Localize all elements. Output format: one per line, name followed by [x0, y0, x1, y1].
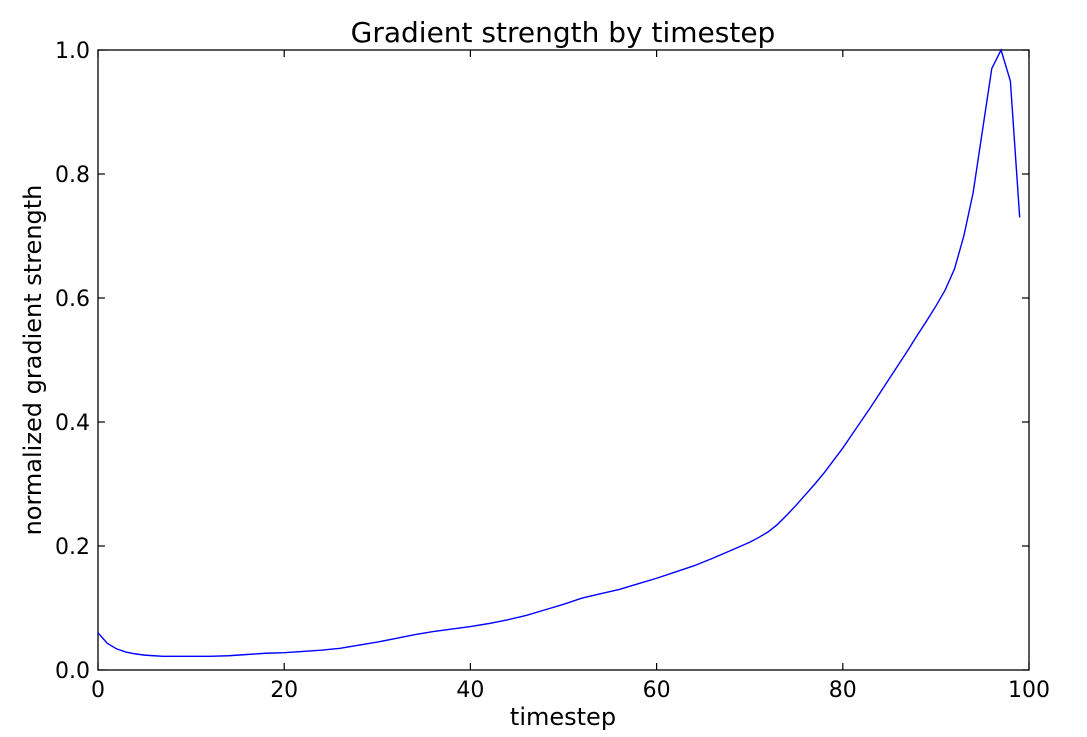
y-tick-label: 0.4: [55, 411, 90, 436]
y-tick-label: 0.6: [55, 287, 90, 312]
y-tick-label: 0.8: [55, 163, 90, 188]
x-tick-label: 60: [643, 678, 671, 703]
y-axis-label: normalized gradient strength: [19, 185, 47, 536]
x-tick-label: 20: [270, 678, 298, 703]
x-tick-label: 40: [456, 678, 484, 703]
x-axis-label: timestep: [510, 703, 616, 731]
x-tick-label: 100: [1008, 678, 1050, 703]
x-tick-label: 0: [91, 678, 105, 703]
y-tick-label: 1.0: [55, 39, 90, 64]
chart-title: Gradient strength by timestep: [351, 16, 776, 49]
y-tick-label: 0.0: [55, 659, 90, 684]
x-tick-label: 80: [829, 678, 857, 703]
axis-ticks: 0 20 40 60 80 100 0.0 0.2 0.4 0.6 0.8 1.0: [55, 39, 1050, 703]
plot-frame: [97, 49, 1030, 671]
series-line: [97, 48, 1021, 658]
y-tick-label: 0.2: [55, 535, 90, 560]
series-layer: [97, 48, 1021, 658]
